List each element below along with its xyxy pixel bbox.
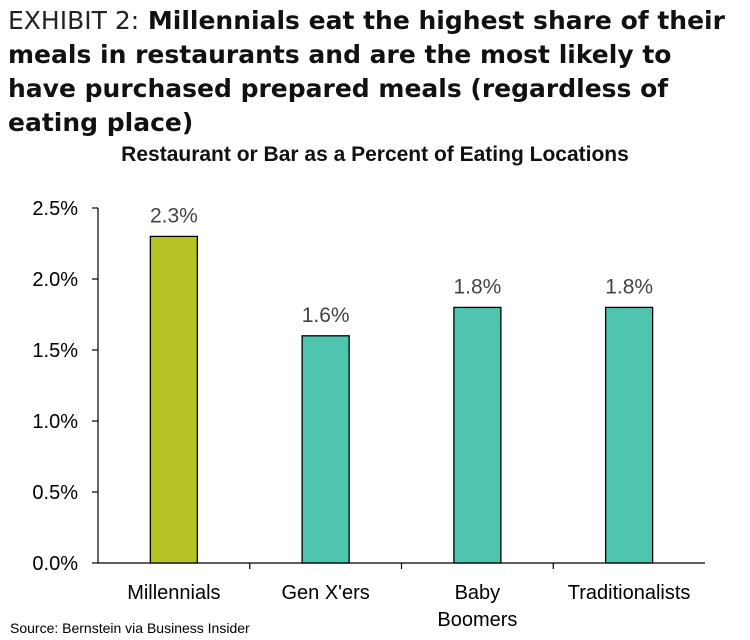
y-tick-label: 2.0% xyxy=(32,269,78,291)
headline: EXHIBIT 2: Millennials eat the highest s… xyxy=(8,4,744,140)
data-label: 1.8% xyxy=(453,275,501,298)
x-tick-label: Boomers xyxy=(437,609,517,631)
bar xyxy=(301,335,350,564)
x-tick-label: Baby xyxy=(455,582,501,604)
exhibit-label: EXHIBIT 2: xyxy=(8,6,140,35)
y-tick-label: 0.5% xyxy=(32,482,78,504)
chart-title: Restaurant or Bar as a Percent of Eating… xyxy=(121,143,629,166)
y-tick-label: 0.0% xyxy=(32,553,78,575)
source-note: Source: Bernstein via Business Insider xyxy=(10,620,250,636)
x-tick-label: Millennials xyxy=(127,582,220,604)
bar xyxy=(604,306,654,564)
data-label: 2.3% xyxy=(150,204,198,227)
bar xyxy=(149,235,199,564)
y-tick-label: 1.0% xyxy=(32,411,78,433)
y-tick-label: 2.5% xyxy=(32,198,78,220)
x-tick-label: Traditionalists xyxy=(568,582,691,604)
data-label: 1.8% xyxy=(605,275,653,298)
y-tick-label: 1.5% xyxy=(32,340,78,362)
bar xyxy=(453,306,502,564)
data-label: 1.6% xyxy=(302,304,350,327)
x-tick-label: Gen X'ers xyxy=(281,582,369,604)
headline-text: Millennials eat the highest share of the… xyxy=(8,6,725,137)
